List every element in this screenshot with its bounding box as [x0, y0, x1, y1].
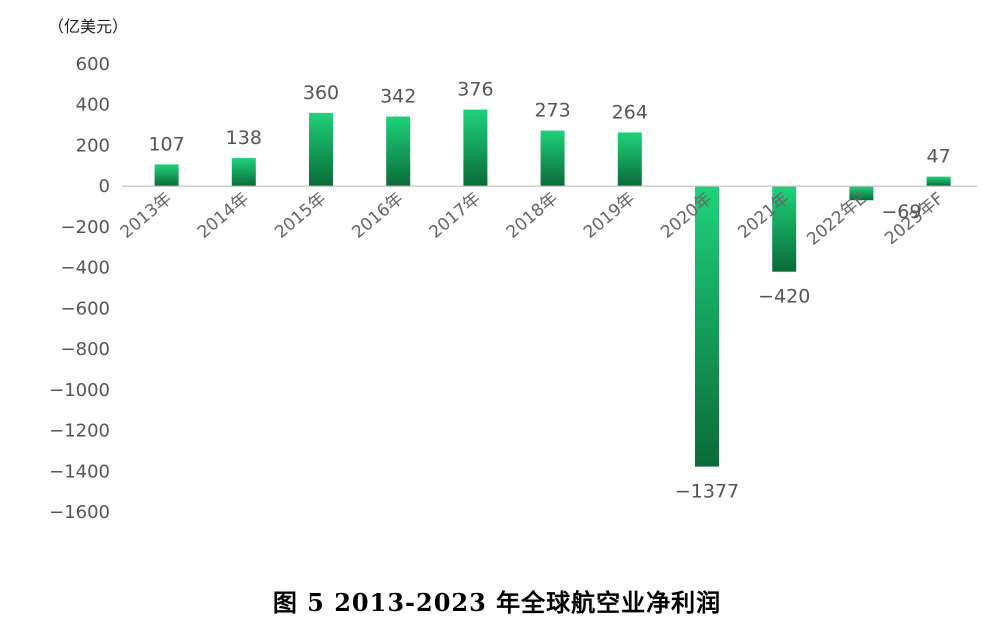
y-tick-label: 600 [76, 54, 110, 75]
data-labels: 107 138 360 342 376 273 264 −1377 −420 −69 47 [148, 79, 950, 503]
y-tick-label: −1400 [49, 461, 110, 482]
y-tick-label: 400 [76, 95, 110, 116]
bar [695, 186, 719, 467]
bar [231, 158, 256, 187]
bar [617, 132, 642, 187]
y-tick-label: −1000 [49, 380, 110, 401]
data-label: 342 [380, 86, 416, 108]
figure-caption: 图 5 2013-2023 年全球航空业净利润 [272, 588, 722, 617]
x-axis-tick-labels: 2013年 2014年 2015年 2016年 2017年 2018年 2019年 2020年… [117, 189, 948, 250]
bar [154, 164, 179, 187]
x-tick-label: 2015年 [271, 189, 330, 243]
x-tick-label: 2019年 [580, 189, 639, 243]
data-label: 273 [534, 100, 570, 122]
bar [309, 112, 333, 187]
data-label: 360 [303, 82, 339, 104]
bar [849, 186, 874, 201]
y-tick-label: −400 [61, 258, 110, 279]
y-tick-label: −1600 [49, 502, 110, 523]
x-tick-label: 2022年E [803, 189, 870, 250]
y-tick-label: −800 [61, 339, 110, 360]
x-tick-label: 2016年 [348, 189, 407, 243]
data-label: 107 [148, 133, 184, 155]
x-tick-label: 2018年 [503, 189, 562, 243]
bar [926, 176, 951, 187]
bar [540, 130, 565, 187]
y-tick-label: 200 [76, 135, 110, 156]
bar [463, 109, 488, 187]
y-tick-label: −600 [61, 298, 110, 319]
y-tick-label: −1200 [49, 421, 110, 442]
bar [386, 116, 411, 187]
x-tick-label: 2014年 [194, 189, 253, 243]
data-label: 264 [612, 101, 648, 123]
data-label: 138 [226, 127, 262, 149]
y-axis: 600 400 200 0 −200 −400 −600 −800 −1000 −1200 −140… [49, 54, 110, 523]
x-tick-label: 2013年 [117, 189, 176, 243]
bars [154, 109, 951, 467]
data-label: −420 [758, 286, 810, 308]
data-label: −69 [881, 201, 921, 223]
y-tick-label: 0 [99, 176, 110, 197]
unit-label: （亿美元） [48, 17, 128, 36]
data-label: 376 [457, 79, 493, 101]
data-label: −1377 [675, 481, 739, 503]
data-label: 47 [927, 146, 951, 168]
bar [772, 186, 797, 272]
y-tick-label: −200 [61, 217, 110, 238]
x-tick-label: 2017年 [426, 189, 485, 243]
